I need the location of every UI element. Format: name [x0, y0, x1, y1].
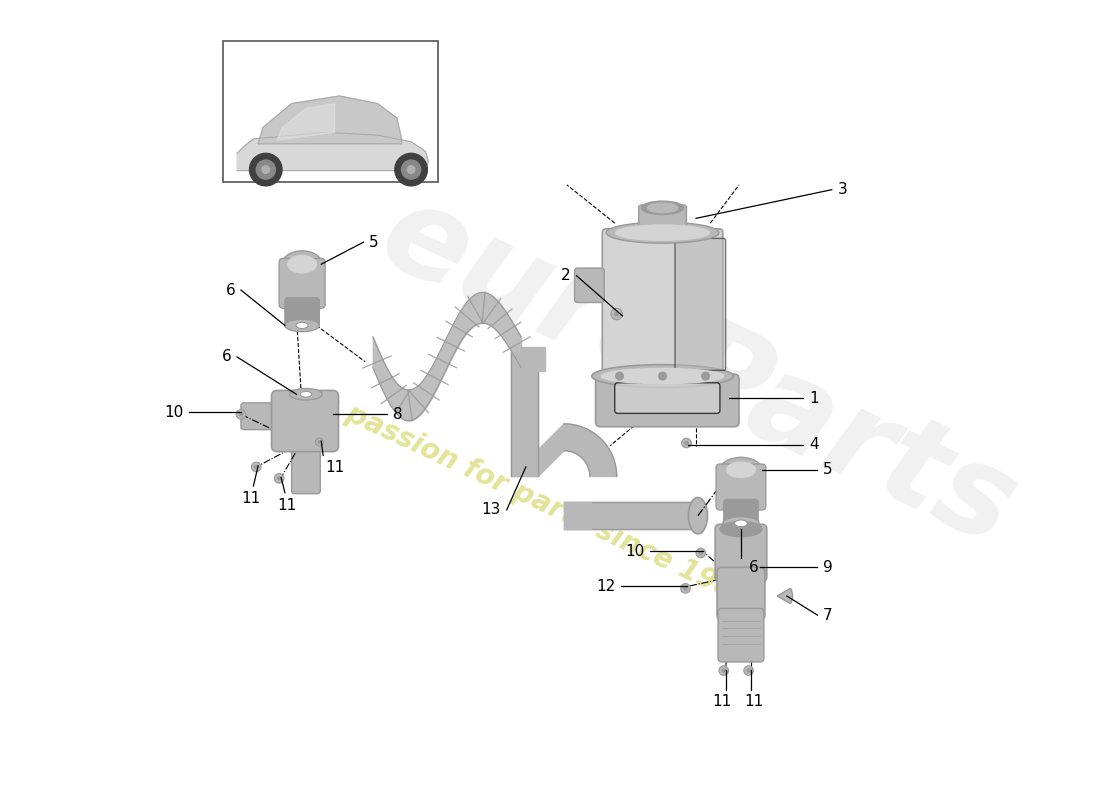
- FancyBboxPatch shape: [639, 205, 686, 238]
- Ellipse shape: [689, 498, 707, 534]
- Text: 5: 5: [368, 234, 378, 250]
- Text: 7: 7: [823, 608, 833, 622]
- Ellipse shape: [616, 225, 710, 240]
- Ellipse shape: [602, 369, 724, 384]
- FancyBboxPatch shape: [675, 238, 726, 370]
- Circle shape: [723, 669, 725, 672]
- Ellipse shape: [289, 389, 322, 400]
- Text: 3: 3: [837, 182, 847, 197]
- FancyBboxPatch shape: [285, 298, 319, 326]
- Circle shape: [744, 666, 754, 675]
- Circle shape: [252, 462, 261, 472]
- FancyBboxPatch shape: [716, 464, 766, 510]
- Polygon shape: [564, 424, 617, 477]
- Circle shape: [240, 413, 242, 416]
- Text: 11: 11: [241, 491, 260, 506]
- Polygon shape: [512, 424, 564, 477]
- Ellipse shape: [592, 365, 734, 387]
- Circle shape: [610, 308, 623, 320]
- Ellipse shape: [719, 458, 762, 482]
- Circle shape: [316, 438, 323, 446]
- Circle shape: [256, 160, 275, 179]
- Polygon shape: [277, 104, 334, 140]
- Ellipse shape: [647, 203, 678, 213]
- Bar: [223, 41, 438, 182]
- FancyBboxPatch shape: [272, 390, 339, 452]
- Circle shape: [682, 438, 691, 448]
- Ellipse shape: [288, 256, 317, 273]
- Text: 2: 2: [561, 268, 571, 283]
- Circle shape: [407, 166, 415, 174]
- Ellipse shape: [719, 522, 762, 537]
- Text: 6: 6: [749, 560, 758, 574]
- Polygon shape: [238, 132, 428, 170]
- Circle shape: [402, 160, 420, 179]
- Polygon shape: [564, 502, 591, 529]
- Circle shape: [236, 410, 245, 419]
- Circle shape: [700, 551, 702, 554]
- Ellipse shape: [296, 322, 308, 329]
- Circle shape: [262, 166, 270, 174]
- Circle shape: [702, 372, 710, 380]
- Circle shape: [696, 548, 705, 558]
- Ellipse shape: [606, 222, 719, 243]
- Text: euroParts: euroParts: [362, 172, 1034, 571]
- Text: 8: 8: [393, 407, 403, 422]
- Ellipse shape: [641, 201, 683, 214]
- Circle shape: [616, 372, 624, 380]
- Text: 1: 1: [808, 390, 818, 406]
- Text: 11: 11: [326, 460, 344, 475]
- Circle shape: [250, 154, 282, 186]
- Text: a passion for parts since 1985: a passion for parts since 1985: [316, 388, 755, 613]
- FancyBboxPatch shape: [717, 567, 764, 620]
- Circle shape: [277, 477, 280, 480]
- Circle shape: [719, 666, 728, 675]
- FancyBboxPatch shape: [292, 440, 320, 494]
- FancyBboxPatch shape: [279, 258, 326, 308]
- Text: 11: 11: [277, 498, 296, 513]
- Circle shape: [747, 669, 750, 672]
- Text: 13: 13: [482, 502, 500, 518]
- Circle shape: [659, 372, 667, 380]
- Text: 10: 10: [164, 405, 184, 420]
- Circle shape: [255, 466, 257, 468]
- Ellipse shape: [282, 251, 322, 278]
- Text: 6: 6: [226, 282, 235, 298]
- Text: 11: 11: [745, 694, 764, 709]
- FancyBboxPatch shape: [574, 268, 604, 302]
- Ellipse shape: [723, 517, 759, 530]
- Ellipse shape: [285, 319, 319, 332]
- FancyBboxPatch shape: [241, 403, 283, 430]
- Text: 10: 10: [625, 543, 645, 558]
- Ellipse shape: [300, 391, 311, 397]
- Text: 9: 9: [823, 560, 833, 575]
- FancyBboxPatch shape: [718, 609, 763, 662]
- Circle shape: [615, 312, 618, 316]
- Circle shape: [684, 587, 686, 590]
- FancyBboxPatch shape: [603, 229, 723, 380]
- Text: 6: 6: [221, 350, 231, 365]
- Circle shape: [681, 583, 691, 593]
- Circle shape: [395, 154, 428, 186]
- FancyBboxPatch shape: [595, 374, 739, 426]
- Wedge shape: [778, 588, 793, 604]
- FancyBboxPatch shape: [724, 499, 758, 524]
- Text: 11: 11: [712, 694, 732, 709]
- Circle shape: [274, 474, 284, 483]
- FancyBboxPatch shape: [715, 524, 767, 582]
- Circle shape: [318, 441, 320, 443]
- Text: 4: 4: [808, 438, 818, 453]
- Circle shape: [685, 442, 688, 445]
- Polygon shape: [258, 96, 402, 144]
- Text: 5: 5: [823, 462, 833, 478]
- Text: 12: 12: [596, 579, 616, 594]
- Ellipse shape: [727, 462, 756, 478]
- FancyBboxPatch shape: [615, 382, 719, 414]
- Ellipse shape: [735, 520, 747, 526]
